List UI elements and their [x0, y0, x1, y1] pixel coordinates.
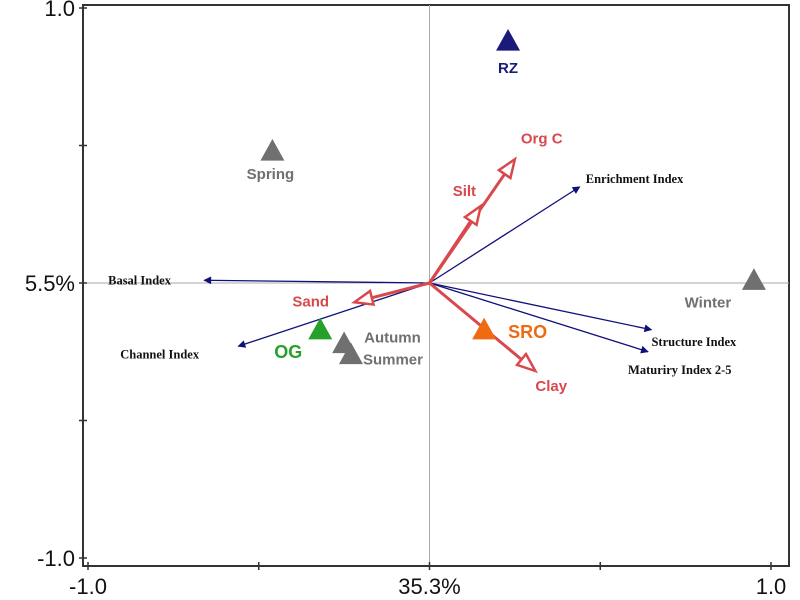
index-arrow-label: Enrichment Index	[586, 172, 684, 186]
sample-point-label: SRO	[508, 322, 547, 342]
env-arrow-label: Silt	[453, 183, 476, 200]
sample-point-label: Winter	[685, 294, 732, 311]
index-arrow	[429, 282, 653, 333]
env-arrowhead	[462, 203, 483, 227]
sample-point-marker	[741, 268, 766, 290]
env-arrow-label: Sand	[292, 293, 329, 310]
env-arrowhead	[514, 351, 539, 374]
sample-point-label: OG	[274, 342, 302, 362]
sample-point-label: RZ	[498, 60, 518, 77]
sample-point-marker	[472, 317, 497, 340]
index-arrow	[203, 276, 430, 285]
env-arrowhead	[496, 156, 517, 181]
env-arrow	[371, 281, 430, 300]
env-arrowhead	[351, 288, 376, 307]
sample-point-label: Autumn	[364, 330, 421, 347]
env-arrow	[428, 281, 523, 361]
x-tick-label: 1.0	[756, 574, 787, 599]
sample-point-label: Spring	[247, 166, 295, 183]
env-arrow	[428, 220, 473, 284]
y-tick-label: -1.0	[37, 546, 75, 571]
index-arrow-label: Structure Index	[651, 335, 737, 349]
index-arrow-label: Basal Index	[108, 273, 172, 287]
index-arrow-label: Maturiry Index 2-5	[628, 363, 731, 377]
sample-point-marker	[308, 317, 333, 340]
index-arrow	[429, 282, 649, 354]
index-arrow-label: Channel Index	[120, 347, 200, 361]
sample-point-marker	[338, 342, 363, 365]
sample-point-marker	[496, 29, 521, 51]
index-arrow	[429, 186, 581, 284]
x-tick-label: 35.3%	[398, 574, 460, 599]
env-arrow-label: Org C	[521, 130, 563, 147]
plot-frame	[82, 4, 790, 567]
index-arrow	[237, 282, 430, 348]
sample-point-marker	[260, 139, 285, 161]
env-arrow-label: Clay	[535, 378, 567, 395]
sample-point-label: Summer	[363, 352, 423, 369]
x-tick-label: -1.0	[69, 574, 107, 599]
y-tick-label: 1.0	[44, 0, 75, 21]
y-tick-label: 5.5%	[25, 271, 75, 296]
